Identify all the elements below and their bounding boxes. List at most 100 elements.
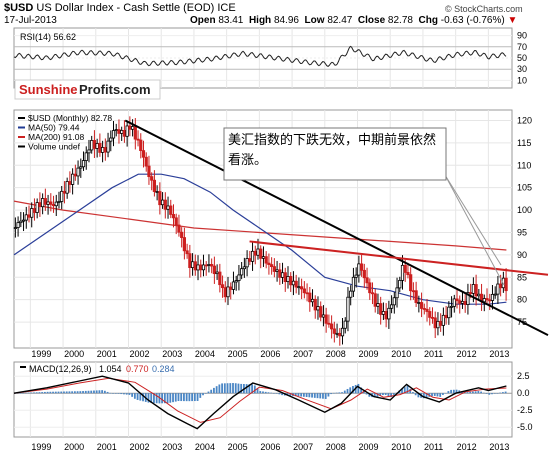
x-tick-label: 2009 <box>359 442 379 452</box>
macd-series-line <box>13 375 507 430</box>
macd-histogram-bar <box>335 392 338 394</box>
open-value: 83.41 <box>218 15 244 26</box>
candle-body <box>114 129 118 132</box>
instrument-name: US Dollar Index - Cash Settle (EOD) <box>36 2 215 14</box>
candle-body <box>60 190 64 202</box>
macd-histogram-bar <box>496 393 499 394</box>
macd-histogram-bar <box>338 392 341 394</box>
candle-body <box>166 205 170 210</box>
macd-histogram-bar <box>174 393 177 402</box>
macd-histogram-bar <box>155 393 158 404</box>
macd-histogram-bar <box>409 388 412 394</box>
macd-histogram-bar <box>54 391 57 394</box>
candle-body <box>403 264 407 273</box>
macd-histogram-bar <box>294 393 297 397</box>
x-tick-label: 2000 <box>64 349 84 359</box>
macd-histogram-bar <box>87 390 90 394</box>
macd-histogram-bar <box>341 392 343 394</box>
candle-body <box>324 314 328 324</box>
candle-body <box>41 198 45 208</box>
macd-histogram-bar <box>221 383 223 394</box>
x-tick-label: 2006 <box>260 349 280 359</box>
macd-histogram-bar <box>425 393 428 398</box>
macd-histogram-bar <box>27 392 30 394</box>
macd-histogram-bar <box>213 387 215 394</box>
macd-histogram-bar <box>365 393 368 395</box>
macd-histogram-bar <box>281 393 283 396</box>
price-tick-label: 80 <box>517 295 527 305</box>
candle-body <box>368 282 372 294</box>
candle-body <box>409 274 413 292</box>
legend-swatch <box>18 117 25 119</box>
macd-histogram-bar <box>63 391 65 394</box>
macd-histogram-bar <box>101 390 104 394</box>
macd-histogram-bar <box>71 391 74 394</box>
macd-histogram-bar <box>311 393 313 398</box>
macd-histogram-bar <box>114 393 117 394</box>
high-label: High <box>248 15 272 26</box>
candle-body <box>256 248 260 256</box>
macd-histogram-bar <box>76 391 79 394</box>
macd-tick-label: 2.5 <box>517 371 530 381</box>
macd-histogram-bar <box>153 393 155 404</box>
macd-histogram-bar <box>43 391 46 394</box>
macd-histogram-bar <box>120 393 123 395</box>
candle-body <box>120 129 124 134</box>
candle-body <box>272 266 276 272</box>
macd-histogram-bar <box>313 393 316 398</box>
macd-histogram-bar <box>302 393 305 397</box>
candle-body <box>381 311 386 315</box>
macd-histogram-bar <box>406 385 409 394</box>
candle-body <box>471 284 475 294</box>
x-tick-label: 2000 <box>64 442 84 452</box>
candle-body <box>46 201 50 205</box>
macd-histogram-bar <box>403 387 406 394</box>
candle-body <box>81 160 86 168</box>
x-tick-label: 2004 <box>195 349 215 359</box>
candle-body <box>212 265 216 275</box>
candle-body <box>226 286 230 298</box>
macd-histogram-bar <box>305 393 308 397</box>
candle-body <box>43 198 47 205</box>
macd-histogram-bar <box>172 393 174 403</box>
macd-histogram-bar <box>24 392 27 394</box>
candle-body <box>392 297 396 306</box>
macd-histogram-bar <box>95 390 98 394</box>
candle-body <box>504 277 508 292</box>
macd-histogram-bar <box>109 392 112 394</box>
candle-body <box>188 253 192 269</box>
symbol: $USD <box>4 2 34 14</box>
macd-histogram-bar <box>450 389 453 394</box>
macd-tick-label: 0.0 <box>517 388 530 398</box>
macd-histogram-bar <box>256 388 259 394</box>
macd-histogram-bar <box>41 392 44 394</box>
candle-body <box>460 300 465 304</box>
candle-body <box>452 298 456 307</box>
macd-histogram-bar <box>169 393 172 403</box>
candle-body <box>160 199 165 206</box>
macd-histogram-bar <box>436 393 439 397</box>
macd-histogram-bar <box>60 391 63 394</box>
candle-body <box>359 263 364 271</box>
macd-histogram-bar <box>477 391 480 394</box>
price-tick-label: 120 <box>517 115 532 125</box>
macd-histogram-bar <box>297 393 300 397</box>
macd-histogram-bar <box>392 393 395 395</box>
macd-histogram-bar <box>414 393 417 396</box>
x-tick-label: 2001 <box>97 442 117 452</box>
macd-histogram-bar <box>19 392 22 394</box>
candle-body <box>395 287 399 299</box>
candle-body <box>141 150 146 158</box>
chg-value: -0.63 (-0.76%) <box>440 15 505 26</box>
candle-body <box>349 290 353 298</box>
candle-body <box>163 199 167 210</box>
open-label: Open <box>190 15 216 26</box>
candle-body <box>376 303 380 307</box>
macd-histogram-bar <box>188 393 191 402</box>
ma50-series-line <box>13 173 507 305</box>
x-tick-label: 2012 <box>457 349 477 359</box>
x-tick-label: 2007 <box>293 349 313 359</box>
candle-body <box>444 314 448 319</box>
candle-body <box>425 308 429 312</box>
price-tick-label: 75 <box>517 317 527 327</box>
